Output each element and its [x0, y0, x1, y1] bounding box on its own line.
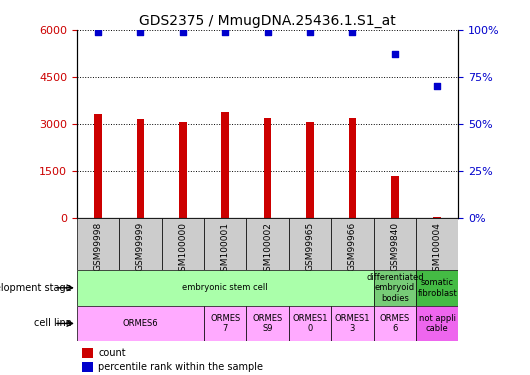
Bar [374, 217, 416, 270]
Text: GSM99840: GSM99840 [391, 222, 399, 271]
Bar [179, 122, 187, 218]
Text: GSM100000: GSM100000 [179, 222, 187, 277]
Bar [416, 270, 458, 306]
Point [136, 29, 145, 35]
Bar [289, 217, 331, 270]
Bar [246, 217, 289, 270]
Text: ORMES
6: ORMES 6 [379, 314, 410, 333]
Bar [349, 117, 356, 218]
Text: differentiated
embryoid
bodies: differentiated embryoid bodies [366, 273, 423, 303]
Text: count: count [98, 348, 126, 358]
Bar [331, 306, 374, 341]
Point [391, 51, 399, 57]
Text: percentile rank within the sample: percentile rank within the sample [98, 362, 263, 372]
Bar [416, 306, 458, 341]
Bar [82, 362, 93, 372]
Point [94, 29, 102, 35]
Text: ORMES
7: ORMES 7 [210, 314, 241, 333]
Bar [391, 176, 399, 218]
Point [306, 29, 314, 35]
Bar [416, 217, 458, 270]
Bar [94, 114, 102, 218]
Text: GSM100001: GSM100001 [221, 222, 229, 277]
Text: embryonic stem cell: embryonic stem cell [182, 284, 268, 292]
Title: GDS2375 / MmugDNA.25436.1.S1_at: GDS2375 / MmugDNA.25436.1.S1_at [139, 13, 396, 28]
Bar [137, 119, 144, 218]
Point [348, 29, 357, 35]
Bar [162, 217, 204, 270]
Bar [374, 306, 416, 341]
Bar [119, 217, 162, 270]
Point [221, 29, 229, 35]
Text: development stage: development stage [0, 283, 72, 293]
Bar [82, 348, 93, 358]
Text: ORMES1
0: ORMES1 0 [293, 314, 328, 333]
Point [263, 29, 272, 35]
Bar [77, 306, 204, 341]
Text: GSM99965: GSM99965 [306, 222, 314, 271]
Text: not appli
cable: not appli cable [419, 314, 456, 333]
Text: cell line: cell line [34, 318, 72, 328]
Text: ORMES6: ORMES6 [122, 319, 158, 328]
Text: GSM99999: GSM99999 [136, 222, 145, 271]
Text: GSM99998: GSM99998 [94, 222, 102, 271]
Point [179, 29, 187, 35]
Bar [306, 122, 314, 218]
Bar [289, 306, 331, 341]
Bar [222, 112, 229, 218]
Bar [264, 117, 271, 218]
Bar [77, 270, 374, 306]
Text: somatic
fibroblast: somatic fibroblast [418, 278, 457, 297]
Bar [204, 217, 246, 270]
Bar [374, 270, 416, 306]
Bar [331, 217, 374, 270]
Text: GSM100002: GSM100002 [263, 222, 272, 277]
Text: ORMES
S9: ORMES S9 [252, 314, 283, 333]
Text: GSM99966: GSM99966 [348, 222, 357, 271]
Bar [246, 306, 289, 341]
Bar [204, 306, 246, 341]
Bar [77, 217, 119, 270]
Text: ORMES1
3: ORMES1 3 [335, 314, 370, 333]
Point [433, 83, 441, 89]
Text: GSM100004: GSM100004 [433, 222, 441, 277]
